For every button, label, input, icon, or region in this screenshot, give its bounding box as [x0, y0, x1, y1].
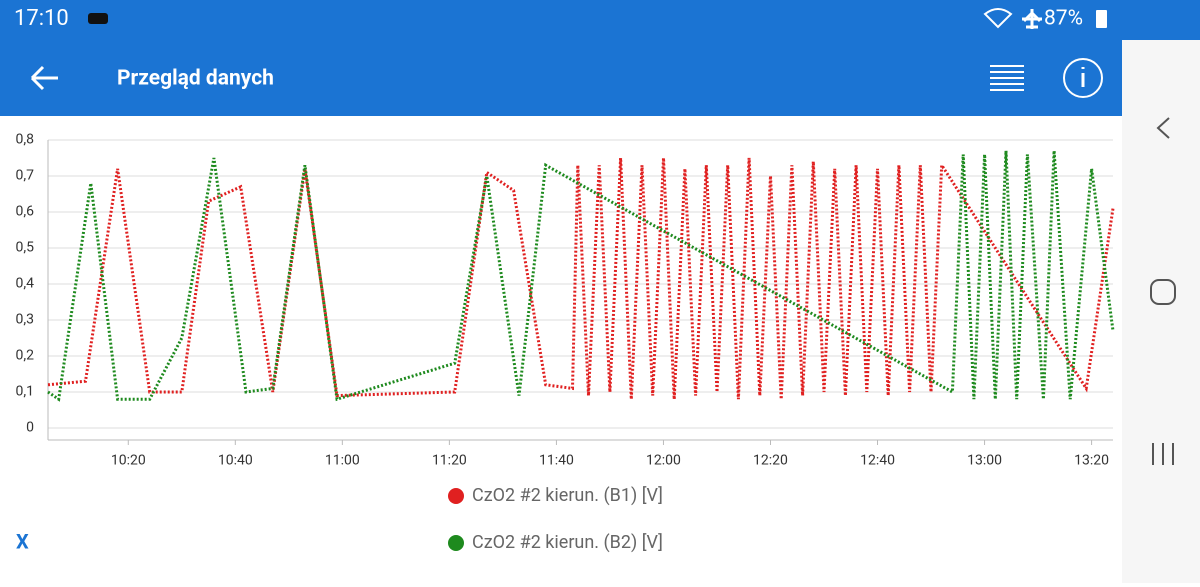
x-tick-label: 13:00 [967, 453, 1002, 469]
list-button[interactable] [990, 65, 1024, 91]
x-tick-label: 12:20 [753, 453, 788, 469]
app-title: Przegląd danych [117, 67, 274, 91]
series-line [47, 150, 1115, 402]
y-tick-label: 0,8 [16, 132, 35, 148]
nav-recent[interactable] [1152, 443, 1174, 465]
status-time: 17:10 [14, 6, 69, 31]
y-tick-label: 0,3 [16, 312, 35, 328]
nav-bar [1122, 40, 1200, 583]
x-tick-label: 11:00 [325, 453, 360, 469]
nav-back[interactable] [1156, 117, 1170, 139]
series-line [47, 157, 1115, 400]
x-tick-label: 13:20 [1074, 453, 1109, 469]
y-tick-label: 0,2 [16, 348, 35, 364]
nav-home[interactable] [1150, 279, 1176, 305]
x-tick-label: 10:40 [218, 453, 253, 469]
airplane-icon [1022, 9, 1042, 29]
status-icon [88, 13, 108, 24]
legend-label: CzO2 #2 kierun. (B1) [V] [472, 485, 663, 506]
y-tick-label: 0,5 [16, 240, 35, 256]
y-tick-label: 0 [26, 420, 34, 436]
y-tick-label: 0,7 [16, 168, 35, 184]
wifi-icon [983, 8, 1013, 29]
close-button[interactable]: X [16, 529, 29, 553]
x-tick-label: 11:20 [432, 453, 467, 469]
info-button[interactable] [1063, 58, 1103, 98]
legend-marker [448, 535, 464, 551]
legend-label: CzO2 #2 kierun. (B2) [V] [472, 532, 663, 553]
x-tick-label: 10:20 [111, 453, 146, 469]
legend-marker [448, 488, 464, 504]
y-tick-label: 0,6 [16, 204, 35, 220]
battery-icon [1096, 10, 1107, 28]
y-tick-label: 0,4 [16, 276, 35, 292]
x-tick-label: 12:00 [646, 453, 681, 469]
x-tick-label: 11:40 [539, 453, 574, 469]
back-button[interactable] [30, 65, 58, 91]
battery-text: 87% [1044, 7, 1083, 31]
y-tick-label: 0,1 [16, 384, 35, 400]
x-tick-label: 12:40 [860, 453, 895, 469]
app-header-bg [0, 0, 1122, 116]
status-bg [1122, 0, 1200, 40]
